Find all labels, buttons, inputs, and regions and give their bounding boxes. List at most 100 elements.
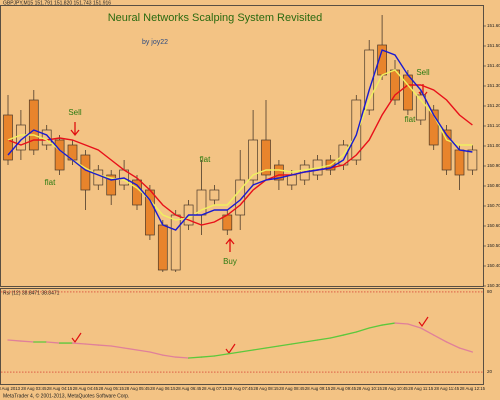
candle-body [209,189,220,201]
candle-body [106,174,117,196]
y-tick-label: 151.60 [487,23,500,28]
rsi-segment [213,353,228,357]
x-tick-label: 28 Aug 10:45 [382,386,408,391]
rsi-segment [368,324,383,329]
x-tick-label: 28 Aug 12:15 [460,386,486,391]
rsi-segment [278,343,293,347]
rsi-label: Rsi (12) 38.8471 38.8471 [3,290,60,296]
annotation: flat [200,155,211,164]
check [71,332,82,344]
x-tick-label: 28 Aug 06:15 [150,386,176,391]
y-tick-label: 150.80 [487,183,500,188]
sell-arrow [70,122,80,137]
candle-body [286,174,297,186]
y-tick-label: 151.00 [487,143,500,148]
candle-body [441,129,452,171]
rsi-segment [329,334,345,339]
candle-body [467,149,478,171]
x-tick-label: 28 Aug 08:45 [279,386,305,391]
rsi-segment [304,339,319,343]
x-tick-label: 28 Aug 05:15 [99,386,125,391]
x-tick-label: 28 Aug 07:45 [228,386,254,391]
check [418,316,429,328]
candle-body [235,179,246,216]
y-tick-label: 150.50 [487,243,500,248]
rsi-segment [394,322,409,325]
y-tick-label: 151.30 [487,83,500,88]
candle-body [41,129,52,146]
rsi-segment [458,347,474,353]
subtitle: by joy22 [142,39,168,46]
candle-body [16,124,26,151]
candle-body [170,214,181,271]
rsi-panel [0,288,484,385]
candle-body [93,169,104,186]
chart-title: Neural Networks Scalping System Revisite… [108,12,323,24]
header: GBPJPY,M15 151.791 151.820 151.743 151.9… [3,0,111,6]
rsi-segment [20,340,35,343]
rsi-segment [136,349,151,353]
rsi-segment [420,327,435,336]
annotation: Buy [223,257,237,266]
rsi-segment [187,356,203,359]
rsi-segment [342,331,357,336]
y-tick-label: 150.70 [487,203,500,208]
x-tick-label: 28 Aug 03:45 [21,386,47,391]
moving-average [7,49,473,231]
rsi-segment [200,355,216,358]
rsi-segment [71,342,87,345]
candle-body [428,109,439,146]
check-marks [71,316,429,355]
check [225,343,236,355]
candle-body [403,74,413,111]
y-tick-label: 150.90 [487,163,500,168]
x-tick-label: 28 Aug 11:15 [408,386,434,391]
rsi-segment [149,351,164,356]
rsi-segment [381,322,396,326]
x-tick-label: 28 Aug 2013 [0,386,21,391]
candle-body [80,154,91,191]
annotation: Sell [68,108,82,117]
rsi-segment [445,341,461,349]
y-tick-label: 151.40 [487,63,500,68]
rsi-segment [226,351,241,355]
candle-body [261,139,271,176]
rsi-segment [175,356,190,359]
rsi-segment [239,349,254,353]
rsi-segment [162,354,177,358]
candle-body [351,99,362,161]
rsi-segment [252,347,267,351]
moving-average [7,84,473,226]
y-tick-label: 150.40 [487,263,500,268]
y-tick-label: 150.60 [487,223,500,228]
footer: MetaTrader 4, © 2001-2013, MetaQuotes So… [3,392,129,399]
rsi-segment [291,341,306,345]
candle-body [28,99,39,151]
candle-body [415,94,426,121]
rsi-segment [265,345,280,349]
candle-body [454,149,465,176]
x-tick-label: 28 Aug 09:45 [331,386,357,391]
x-tick-label: 28 Aug 08:15 [253,386,279,391]
y-tick-label: 80 [487,289,493,294]
x-tick-label: 28 Aug 07:15 [202,386,228,391]
annotation: Sell [416,68,430,77]
rsi-segment [123,347,138,351]
buy-arrow [225,237,235,252]
annotation: flat [405,115,416,124]
candle-body [248,139,258,181]
y-tick-label: 151.20 [487,103,500,108]
x-tick-label: 28 Aug 10:15 [357,386,383,391]
annotation: flat [45,178,56,187]
rsi-segment [84,343,99,346]
candle-body [274,164,284,181]
y-tick-label: 151.50 [487,43,500,48]
candle-body [364,49,375,111]
y-tick-label: 151.10 [487,123,500,128]
x-tick-label: 28 Aug 06:45 [176,386,202,391]
x-tick-label: 28 Aug 04:15 [47,386,73,391]
rsi-segment [7,339,22,342]
x-tick-label: 28 Aug 05:45 [124,386,150,391]
